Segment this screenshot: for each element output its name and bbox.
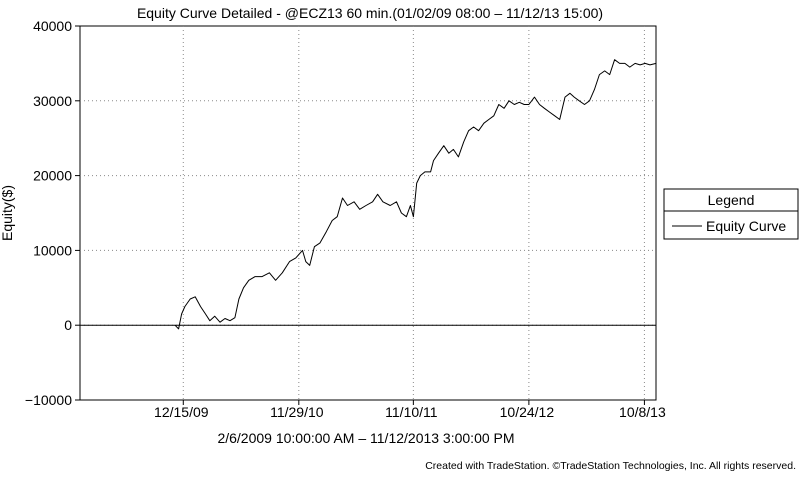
x-tick-label: 11/29/10 bbox=[270, 404, 324, 420]
legend-entry-equity-curve: Equity Curve bbox=[706, 218, 786, 234]
x-tick-label: 10/24/12 bbox=[500, 404, 555, 420]
y-tick-label: −10000 bbox=[25, 392, 72, 408]
y-tick-label: 20000 bbox=[33, 168, 72, 184]
x-tick-labels: 12/15/09 11/29/10 11/10/11 10/24/12 10/8/13 bbox=[154, 400, 666, 420]
series-line-equity-curve bbox=[174, 59, 657, 330]
y-tick-label: 30000 bbox=[33, 93, 72, 109]
x-tick-label: 11/10/11 bbox=[385, 404, 438, 420]
x-tick-label: 10/8/13 bbox=[619, 404, 666, 420]
series-layer bbox=[174, 59, 657, 330]
legend: Legend Equity Curve bbox=[663, 188, 799, 240]
legend-box bbox=[663, 188, 799, 240]
chart-subtitle: 2/6/2009 10:00:00 AM – 11/12/2013 3:00:0… bbox=[217, 430, 514, 446]
x-tick-label: 12/15/09 bbox=[154, 404, 209, 420]
y-tick-label: 40000 bbox=[33, 18, 72, 34]
chart-title: Equity Curve Detailed - @ECZ13 60 min.(0… bbox=[137, 5, 603, 21]
legend-title: Legend bbox=[708, 192, 755, 208]
chart-footer: Created with TradeStation. ©TradeStation… bbox=[425, 460, 796, 472]
y-axis-label: Equity($) bbox=[0, 185, 15, 241]
plot-frame bbox=[79, 25, 657, 401]
y-tick-label: 10000 bbox=[33, 242, 72, 258]
y-tick-labels: −10000 0 10000 20000 30000 40000 bbox=[25, 18, 80, 408]
y-tick-label: 0 bbox=[64, 317, 72, 333]
